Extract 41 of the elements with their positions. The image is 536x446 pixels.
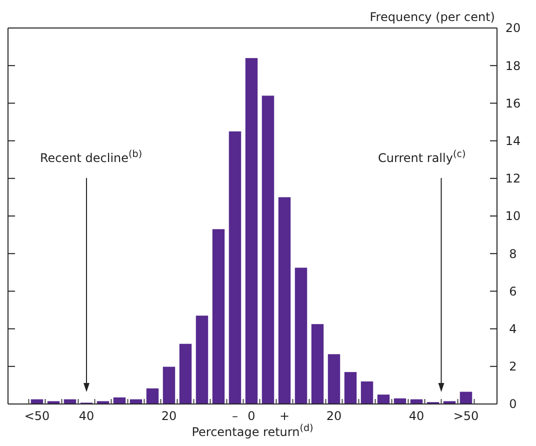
bar xyxy=(344,372,357,404)
x-tick-label: – xyxy=(232,409,238,423)
y-tick-label: 8 xyxy=(509,246,517,261)
annotation: Recent decline$^{(b)}$ xyxy=(40,148,142,165)
bar xyxy=(278,197,291,404)
bar xyxy=(245,58,258,404)
bar xyxy=(113,397,126,404)
bar xyxy=(196,316,208,404)
bar xyxy=(328,354,340,404)
x-tick-label: 20 xyxy=(161,409,177,423)
y-tick-label: 12 xyxy=(505,172,521,186)
y-axis-title: Frequency (per cent) xyxy=(370,10,495,24)
bar xyxy=(228,131,242,404)
y-tick-label: 18 xyxy=(505,58,521,73)
bar xyxy=(360,381,374,404)
x-tick-label: 0 xyxy=(248,409,256,423)
bar xyxy=(179,344,192,404)
bar xyxy=(294,268,308,404)
y-tick-label: 4 xyxy=(509,322,517,336)
y-tick-label: 2 xyxy=(509,360,517,374)
bar xyxy=(262,96,274,404)
bar xyxy=(162,366,176,404)
x-tick-label: 40 xyxy=(78,409,94,423)
x-axis-title: Percentage return$^{(d)}$ xyxy=(192,422,314,439)
x-tick-label: <50 xyxy=(24,409,50,423)
x-tick-label: 20 xyxy=(326,409,342,423)
y-tick-label: 10 xyxy=(505,209,521,224)
y-tick-label: 6 xyxy=(509,284,517,298)
x-tick-label: 40 xyxy=(408,409,424,423)
x-tick-label: + xyxy=(279,409,290,423)
bar xyxy=(311,324,324,404)
bar xyxy=(460,392,472,404)
bar xyxy=(377,394,390,404)
y-tick-label: 0 xyxy=(509,397,517,412)
y-tick-label: 20 xyxy=(505,21,521,36)
bar xyxy=(146,388,159,404)
annotation: Current rally$^{(c)}$ xyxy=(378,148,466,165)
y-tick-label: 14 xyxy=(505,134,521,148)
bar xyxy=(212,229,225,404)
x-tick-label: >50 xyxy=(453,409,479,423)
y-tick-label: 16 xyxy=(505,96,521,110)
